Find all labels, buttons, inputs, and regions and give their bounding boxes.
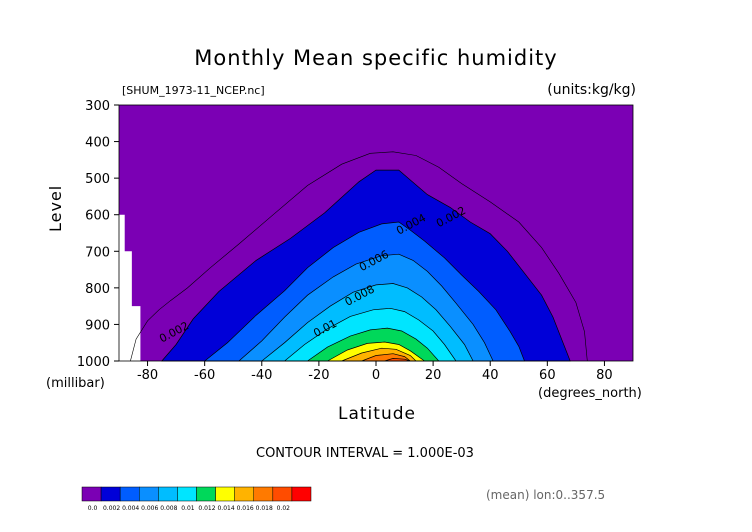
contour-line-0 bbox=[130, 151, 588, 362]
x-tick-label: 80 bbox=[596, 368, 613, 383]
colorbar-label: 0.016 bbox=[237, 505, 254, 512]
x-tick-label: -20 bbox=[308, 368, 329, 383]
colorbar-label: 0.0 bbox=[88, 505, 98, 512]
y-tick-label: 500 bbox=[85, 172, 110, 187]
units-label: (units:kg/kg) bbox=[547, 82, 636, 98]
y-tick-label: 800 bbox=[85, 282, 110, 297]
colorbar-label: 0.002 bbox=[103, 505, 120, 512]
colorbar-swatch bbox=[139, 486, 159, 502]
colorbar-label: 0.012 bbox=[198, 505, 215, 512]
colorbar-swatch bbox=[177, 486, 197, 502]
contour-interval-text: CONTOUR INTERVAL = 1.000E-03 bbox=[256, 446, 474, 461]
colorbar-label: 0.008 bbox=[160, 505, 177, 512]
colorbar-label: 0.006 bbox=[141, 505, 158, 512]
y-tick-label: 600 bbox=[85, 209, 110, 224]
x-tick-label: -80 bbox=[137, 368, 158, 383]
y-tick-label: 1000 bbox=[77, 355, 110, 370]
y-tick-label: 400 bbox=[85, 136, 110, 151]
y-tick-label: 300 bbox=[85, 99, 110, 114]
colorbar-swatch bbox=[291, 486, 312, 502]
colorbar-label: 0.02 bbox=[277, 505, 291, 512]
colorbar-label: 0.014 bbox=[217, 505, 234, 512]
x-tick-label: 0 bbox=[372, 368, 380, 383]
y-axis-title: Level bbox=[46, 184, 65, 232]
colorbar-swatch bbox=[119, 486, 140, 502]
missing-data-region bbox=[118, 214, 141, 361]
colorbar-swatch bbox=[158, 486, 178, 502]
colorbar-swatch bbox=[196, 486, 216, 502]
colorbar-swatch bbox=[234, 486, 255, 502]
colorbar-swatch bbox=[215, 486, 235, 502]
colorbar-swatch bbox=[272, 486, 293, 502]
colorbar-swatch bbox=[253, 486, 274, 502]
y-axis-units: (millibar) bbox=[46, 376, 105, 391]
y-tick-label: 900 bbox=[85, 318, 110, 333]
chart-title: Monthly Mean specific humidity bbox=[194, 46, 558, 70]
colorbar-label: 0.01 bbox=[181, 505, 195, 512]
colorbar-swatch bbox=[81, 486, 102, 502]
x-tick-label: -40 bbox=[251, 368, 272, 383]
colorbar-label: 0.018 bbox=[256, 505, 273, 512]
y-tick-label: 700 bbox=[85, 245, 110, 260]
x-tick-label: 60 bbox=[539, 368, 556, 383]
x-tick-label: 40 bbox=[482, 368, 499, 383]
mean-footer: (mean) lon:0..357.5 bbox=[486, 488, 606, 502]
x-tick-label: 20 bbox=[425, 368, 442, 383]
colorbar-label: 0.004 bbox=[122, 505, 139, 512]
colorbar-swatch bbox=[100, 486, 121, 502]
dataset-label: [SHUM_1973-11_NCEP.nc] bbox=[122, 84, 265, 97]
x-axis-title: Latitude bbox=[338, 404, 416, 424]
x-axis-units: (degrees_north) bbox=[538, 386, 642, 401]
x-tick-label: -60 bbox=[194, 368, 215, 383]
